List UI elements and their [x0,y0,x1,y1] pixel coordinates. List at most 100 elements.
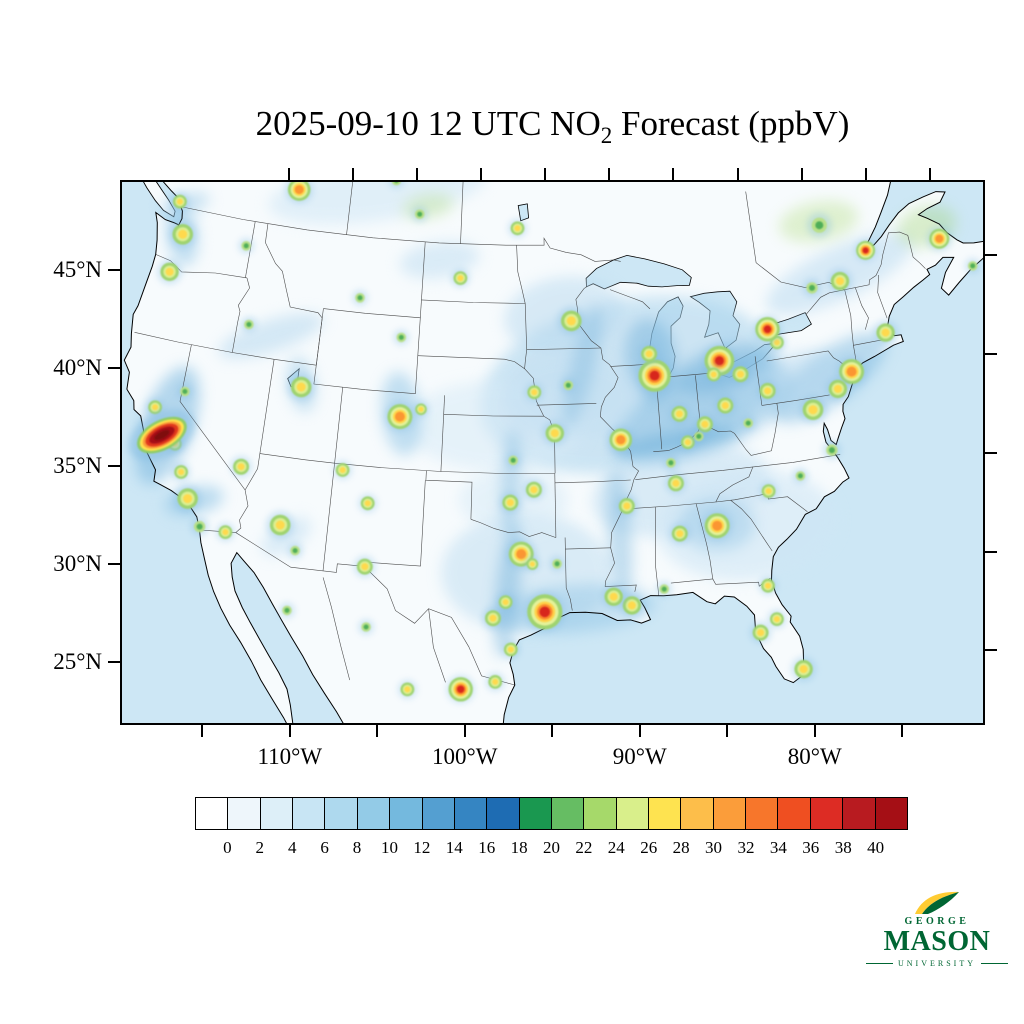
boise-hotspot [241,316,257,333]
colorbar-tick-label: 38 [834,838,852,857]
ottawa-hotspot [802,278,822,298]
omaha-hotspot [525,383,544,402]
miami-hotspot [791,656,816,682]
colorbar-tick-label: 32 [737,838,755,857]
colorbar-tick-label: 36 [802,838,820,857]
lat-tick-right [985,353,997,356]
california-fire-plume [128,409,196,461]
baltimore-dc-hotspot [799,395,827,424]
colorbar-tick-label: 12 [413,838,431,857]
colorbar-cell [875,798,907,829]
figure-title: 2025-09-10 12 UTC NO2 Forecast (ppbV) [120,104,985,149]
lon-label: 90°W [612,744,667,769]
lon-tick-bottom [376,725,379,737]
paradise-plant-hotspot [663,455,679,471]
st-louis-hotspot [606,425,635,454]
austin-hotspot [496,592,515,612]
tucson-hotspot [287,542,303,559]
colorbar-tick-label: 18 [510,838,528,857]
lon-tick-top [928,168,931,180]
lon-tick-bottom [638,725,641,737]
colorbar-cell [390,798,423,829]
toronto-hotspot [753,315,782,344]
map-frame-border [120,180,985,725]
quebec-city-hotspot [854,239,877,262]
memphis-hotspot [616,495,638,517]
colorbar-cell [487,798,520,829]
lon-label: 80°W [787,744,842,769]
el-paso-hotspot [354,555,376,578]
lat-tick-left [108,367,120,369]
no2-hotspots [145,180,981,704]
lat-label: 25°N [53,649,102,674]
philadelphia-hotspot [825,376,851,402]
lon-tick-top [351,168,354,180]
colorbar-tick-label: 30 [705,838,722,857]
spokane-hotspot [238,238,254,254]
ca-fire-small-hotspot [145,398,165,417]
lat-tick-right [985,649,997,652]
chihuahua-hotspot [358,619,374,635]
colorbar-tick-label: 2 [255,838,265,857]
logo-george-text: GEORGE [904,916,970,927]
colorbar-tick-label: 22 [575,838,593,857]
oklahoma-city-hotspot [499,491,522,514]
lon-tick-bottom [551,725,554,737]
lat-label: 45°N [53,257,102,282]
colorbar-cell [810,798,844,829]
colorbar-cell [196,798,229,829]
hermosillo-hotspot [279,602,295,619]
no2-forecast-map [120,180,985,725]
lon-tick-bottom [463,725,466,737]
toledo-hotspot [704,365,723,384]
colorbar-cell [843,798,876,829]
gaspe-fire-hotspot [926,226,952,252]
billings-hotspot [352,290,368,306]
kansas-city-hotspot [542,420,568,446]
montreal-hotspot [827,268,853,294]
colorbar-cell [228,798,261,829]
lon-tick-bottom [901,725,904,737]
lon-tick-top [672,168,675,180]
colorbar-cell [519,798,552,829]
map-frame [120,180,985,725]
lon-label: 100°W [432,744,498,769]
mexicali-hotspot [216,522,235,542]
colorbar-cell [649,798,682,829]
lon-tick-top [800,168,803,180]
boston-hotspot [873,320,898,345]
calgary-hotspot [285,180,314,204]
lat-tick-right [985,254,997,257]
colorbar-tick-label: 16 [478,838,496,857]
colorbar-tick-label: 26 [640,838,658,857]
title-text-2: Forecast (ppbV) [612,104,850,143]
colorbar-cell [681,798,714,829]
portland-hotspot [157,259,182,285]
lon-tick-top [287,168,290,180]
coastline [123,180,985,725]
houston-hotspot [524,591,565,633]
lat-tick-left [108,465,120,467]
corpus-christi-hotspot [501,640,521,659]
indianapolis-hotspot [668,403,691,425]
regina-hotspot [411,206,428,222]
colorbar-cell [746,798,779,829]
lon-tick-bottom [201,725,204,737]
lat-tick-right [985,550,997,553]
tulsa-hotspot [523,478,545,501]
monterrey-hotspot [446,675,475,704]
tampa-hotspot [749,621,772,644]
halifax-hotspot [964,258,981,274]
east-texas-plant-hotspot [524,556,541,572]
reno-hotspot [177,383,193,400]
wichita-hotspot [505,452,521,469]
salt-lake-city-hotspot [287,373,316,401]
jacksonville-hotspot [758,576,778,595]
wyoming-plant-hotspot [393,329,410,346]
pittsburgh-hotspot [756,380,779,402]
logo-university-text: UNIVERSITY [866,959,1008,968]
lon-tick-top [544,168,547,180]
colorbar-cell [584,798,617,829]
san-antonio-hotspot [482,607,504,629]
gmu-logo: GEORGE MASON UNIVERSITY [866,891,1008,968]
